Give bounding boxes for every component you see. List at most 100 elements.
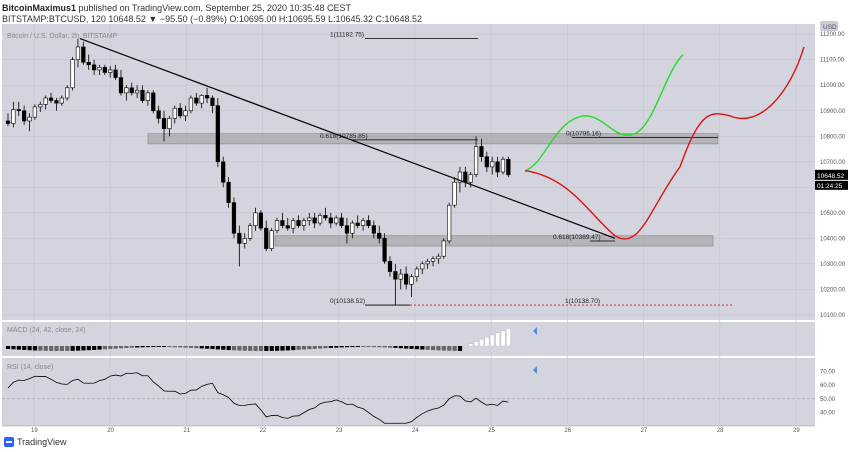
macd-bar — [490, 334, 495, 347]
macd-bar — [32, 346, 38, 351]
candle-body — [301, 220, 307, 226]
candle-body — [38, 104, 43, 108]
candle-body — [339, 217, 344, 226]
grid-lines — [2, 24, 815, 426]
candle-body — [43, 97, 48, 105]
symbol-name: BITSTAMP:BTCUSD, 120 — [2, 14, 106, 24]
candle-body — [414, 268, 419, 277]
candle-body — [344, 225, 350, 234]
macd-bar — [506, 328, 511, 347]
macd-bar — [151, 346, 156, 348]
currency-label: USD — [823, 24, 837, 31]
fib-label: 0.618(10389.47) — [553, 234, 601, 241]
macd-bar — [414, 346, 420, 350]
x-tick-label: 20 — [107, 428, 114, 434]
fib-label: 0(10795.16) — [566, 131, 601, 138]
y-tick-label: 10900.00 — [820, 109, 846, 115]
x-tick-label: 23 — [336, 428, 343, 434]
macd-bar — [253, 346, 258, 351]
candle-body — [264, 227, 269, 249]
candle-body — [172, 107, 177, 119]
macd-bar — [420, 346, 425, 350]
author-name[interactable]: BitcoinMaximus1 — [2, 3, 77, 13]
candle-body — [377, 232, 382, 239]
candle-body — [452, 181, 457, 206]
macd-bar — [140, 346, 145, 348]
macd-bar — [167, 346, 172, 348]
footer: TradingView — [4, 437, 67, 447]
candle-body — [231, 202, 237, 234]
candle-body — [118, 77, 124, 94]
macd-bar — [275, 346, 280, 351]
macd-bar — [183, 346, 188, 348]
candle-body — [11, 109, 16, 124]
macd-bar — [221, 346, 226, 350]
x-tick-label: 22 — [260, 428, 267, 434]
candle-body — [70, 59, 75, 89]
candle-body — [285, 225, 290, 229]
candle-body — [366, 220, 371, 226]
candle-body — [54, 100, 59, 104]
macd-bar — [463, 345, 468, 348]
macd-bar — [393, 346, 398, 348]
x-tick-label: 25 — [488, 428, 495, 434]
macd-bar — [307, 346, 312, 350]
candle-body — [291, 220, 296, 229]
candle-body — [210, 97, 215, 106]
macd-bar — [199, 346, 204, 349]
fib-label: 1(11182.75) — [330, 32, 364, 39]
macd-marker-icon — [533, 327, 537, 335]
macd-bar — [178, 346, 183, 348]
candle-body — [156, 110, 161, 119]
candle-body — [65, 87, 70, 99]
macd-bar — [500, 330, 506, 347]
fib-label: 0(10138.52) — [330, 298, 365, 305]
resistance-zone — [147, 133, 719, 145]
macd-bar — [145, 346, 151, 348]
chart-panes — [2, 24, 850, 426]
macd-bar — [49, 346, 54, 351]
macd-bar — [27, 346, 32, 351]
drawings: 1(11182.75) 0.618(10785.85) 0(10795.16) 0.6… — [79, 32, 805, 306]
macd-bar — [118, 346, 124, 349]
macd-bar — [59, 346, 64, 351]
macd-bar — [231, 346, 237, 351]
candle-body — [97, 67, 102, 71]
brand-name[interactable]: TradingView — [17, 437, 67, 447]
fib-label: 0.618(10785.85) — [320, 133, 368, 140]
bearish-path — [524, 46, 805, 240]
y-tick-label: 11100.00 — [820, 58, 845, 64]
candle-body — [280, 220, 285, 226]
rsi-series — [7, 372, 509, 424]
candle-body — [473, 146, 479, 175]
x-tick-label: 29 — [793, 428, 800, 434]
candle-body — [382, 238, 387, 262]
candle-body — [226, 181, 231, 203]
y-tick-label: 10300.00 — [820, 262, 846, 268]
macd-bar — [22, 346, 27, 350]
y-tick-label: 10200.00 — [820, 287, 846, 293]
candle-body — [113, 69, 118, 78]
macd-bar — [366, 346, 371, 348]
macd-bar — [215, 346, 221, 350]
candle-body — [215, 105, 220, 163]
macd-bar — [75, 346, 81, 351]
candle-body — [108, 69, 113, 73]
candle-body — [436, 255, 441, 260]
macd-bar — [269, 346, 274, 351]
rsi-tick-label: 70.00 — [820, 370, 836, 376]
macd-bar — [361, 346, 366, 348]
macd-bar — [296, 346, 301, 350]
candle-body — [178, 107, 183, 117]
macd-bar — [387, 346, 393, 348]
currency-badge — [820, 21, 838, 31]
candle-body — [350, 222, 355, 234]
y-tick-label: 10400.00 — [820, 236, 846, 242]
candle-body — [500, 158, 506, 173]
bullish-path — [524, 54, 684, 172]
macd-bar — [92, 346, 97, 350]
rsi-tick-label: 40.00 — [820, 410, 836, 416]
macd-bar — [97, 346, 102, 350]
candle-body — [140, 90, 145, 101]
